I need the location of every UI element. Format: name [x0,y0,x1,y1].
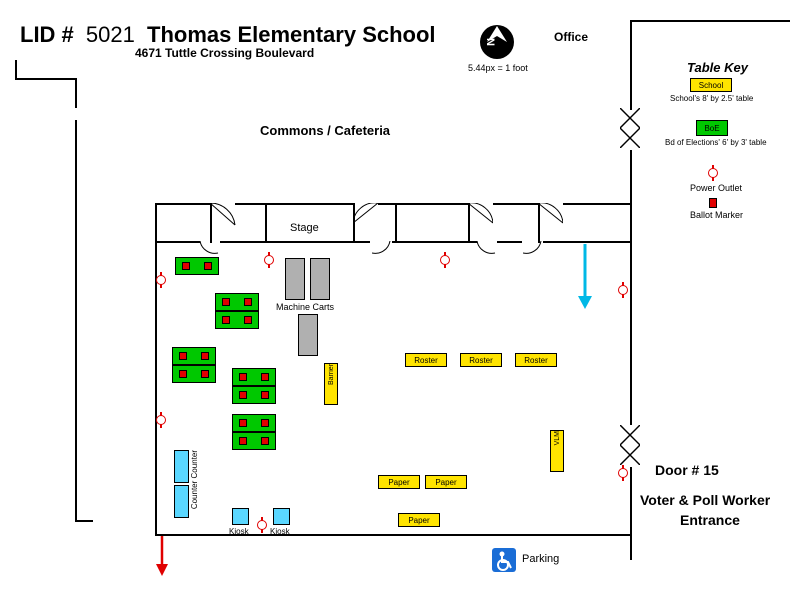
entrance-line1: Voter & Poll Worker [640,492,770,508]
lid-prefix: LID # [20,22,74,47]
parking-label: Parking [522,553,559,565]
office-label: Office [554,30,588,44]
school-name: Thomas Elementary School [147,22,436,47]
paper-1: Paper [378,475,420,489]
roster-3: Roster [515,353,557,367]
lid-number: 5021 [86,22,135,47]
paper-3: Paper [398,513,440,527]
roster-1: Roster [405,353,447,367]
key-boe-desc: Bd of Elections' 6' by 3' table [665,138,767,147]
commons-label: Commons / Cafeteria [260,123,390,138]
key-school-desc: School's 8' by 2.5' table [670,94,753,103]
kiosk-2-label: Kiosk [270,527,290,536]
key-marker-icon [709,198,717,208]
key-outlet-label: Power Outlet [690,183,742,193]
compass: N [477,22,517,67]
counter-label: Counter Counter [190,450,199,511]
machine-carts-label: Machine Carts [276,302,334,312]
vlm-table: VLM [550,430,564,472]
address: 4671 Tuttle Crossing Boulevard [135,46,314,60]
wheelchair-icon [492,548,516,572]
door-label: Door # 15 [655,462,719,478]
key-boe-box: BoE [696,120,728,136]
key-marker-label: Ballot Marker [690,210,743,220]
key-title: Table Key [687,60,748,75]
lid-header: LID # 5021 Thomas Elementary School [20,22,436,48]
exit-arrow [155,536,169,576]
scale-text: 5.44px = 1 foot [468,63,528,73]
paper-2: Paper [425,475,467,489]
key-school-box: School [690,78,732,92]
kiosk-1-label: Kiosk [229,527,249,536]
entrance-line2: Entrance [680,512,740,528]
roster-2: Roster [460,353,502,367]
voter-arrow [576,244,594,309]
svg-text:N: N [484,38,496,46]
stage-label: Stage [290,222,319,234]
barrier-table: Barrier [324,363,338,405]
